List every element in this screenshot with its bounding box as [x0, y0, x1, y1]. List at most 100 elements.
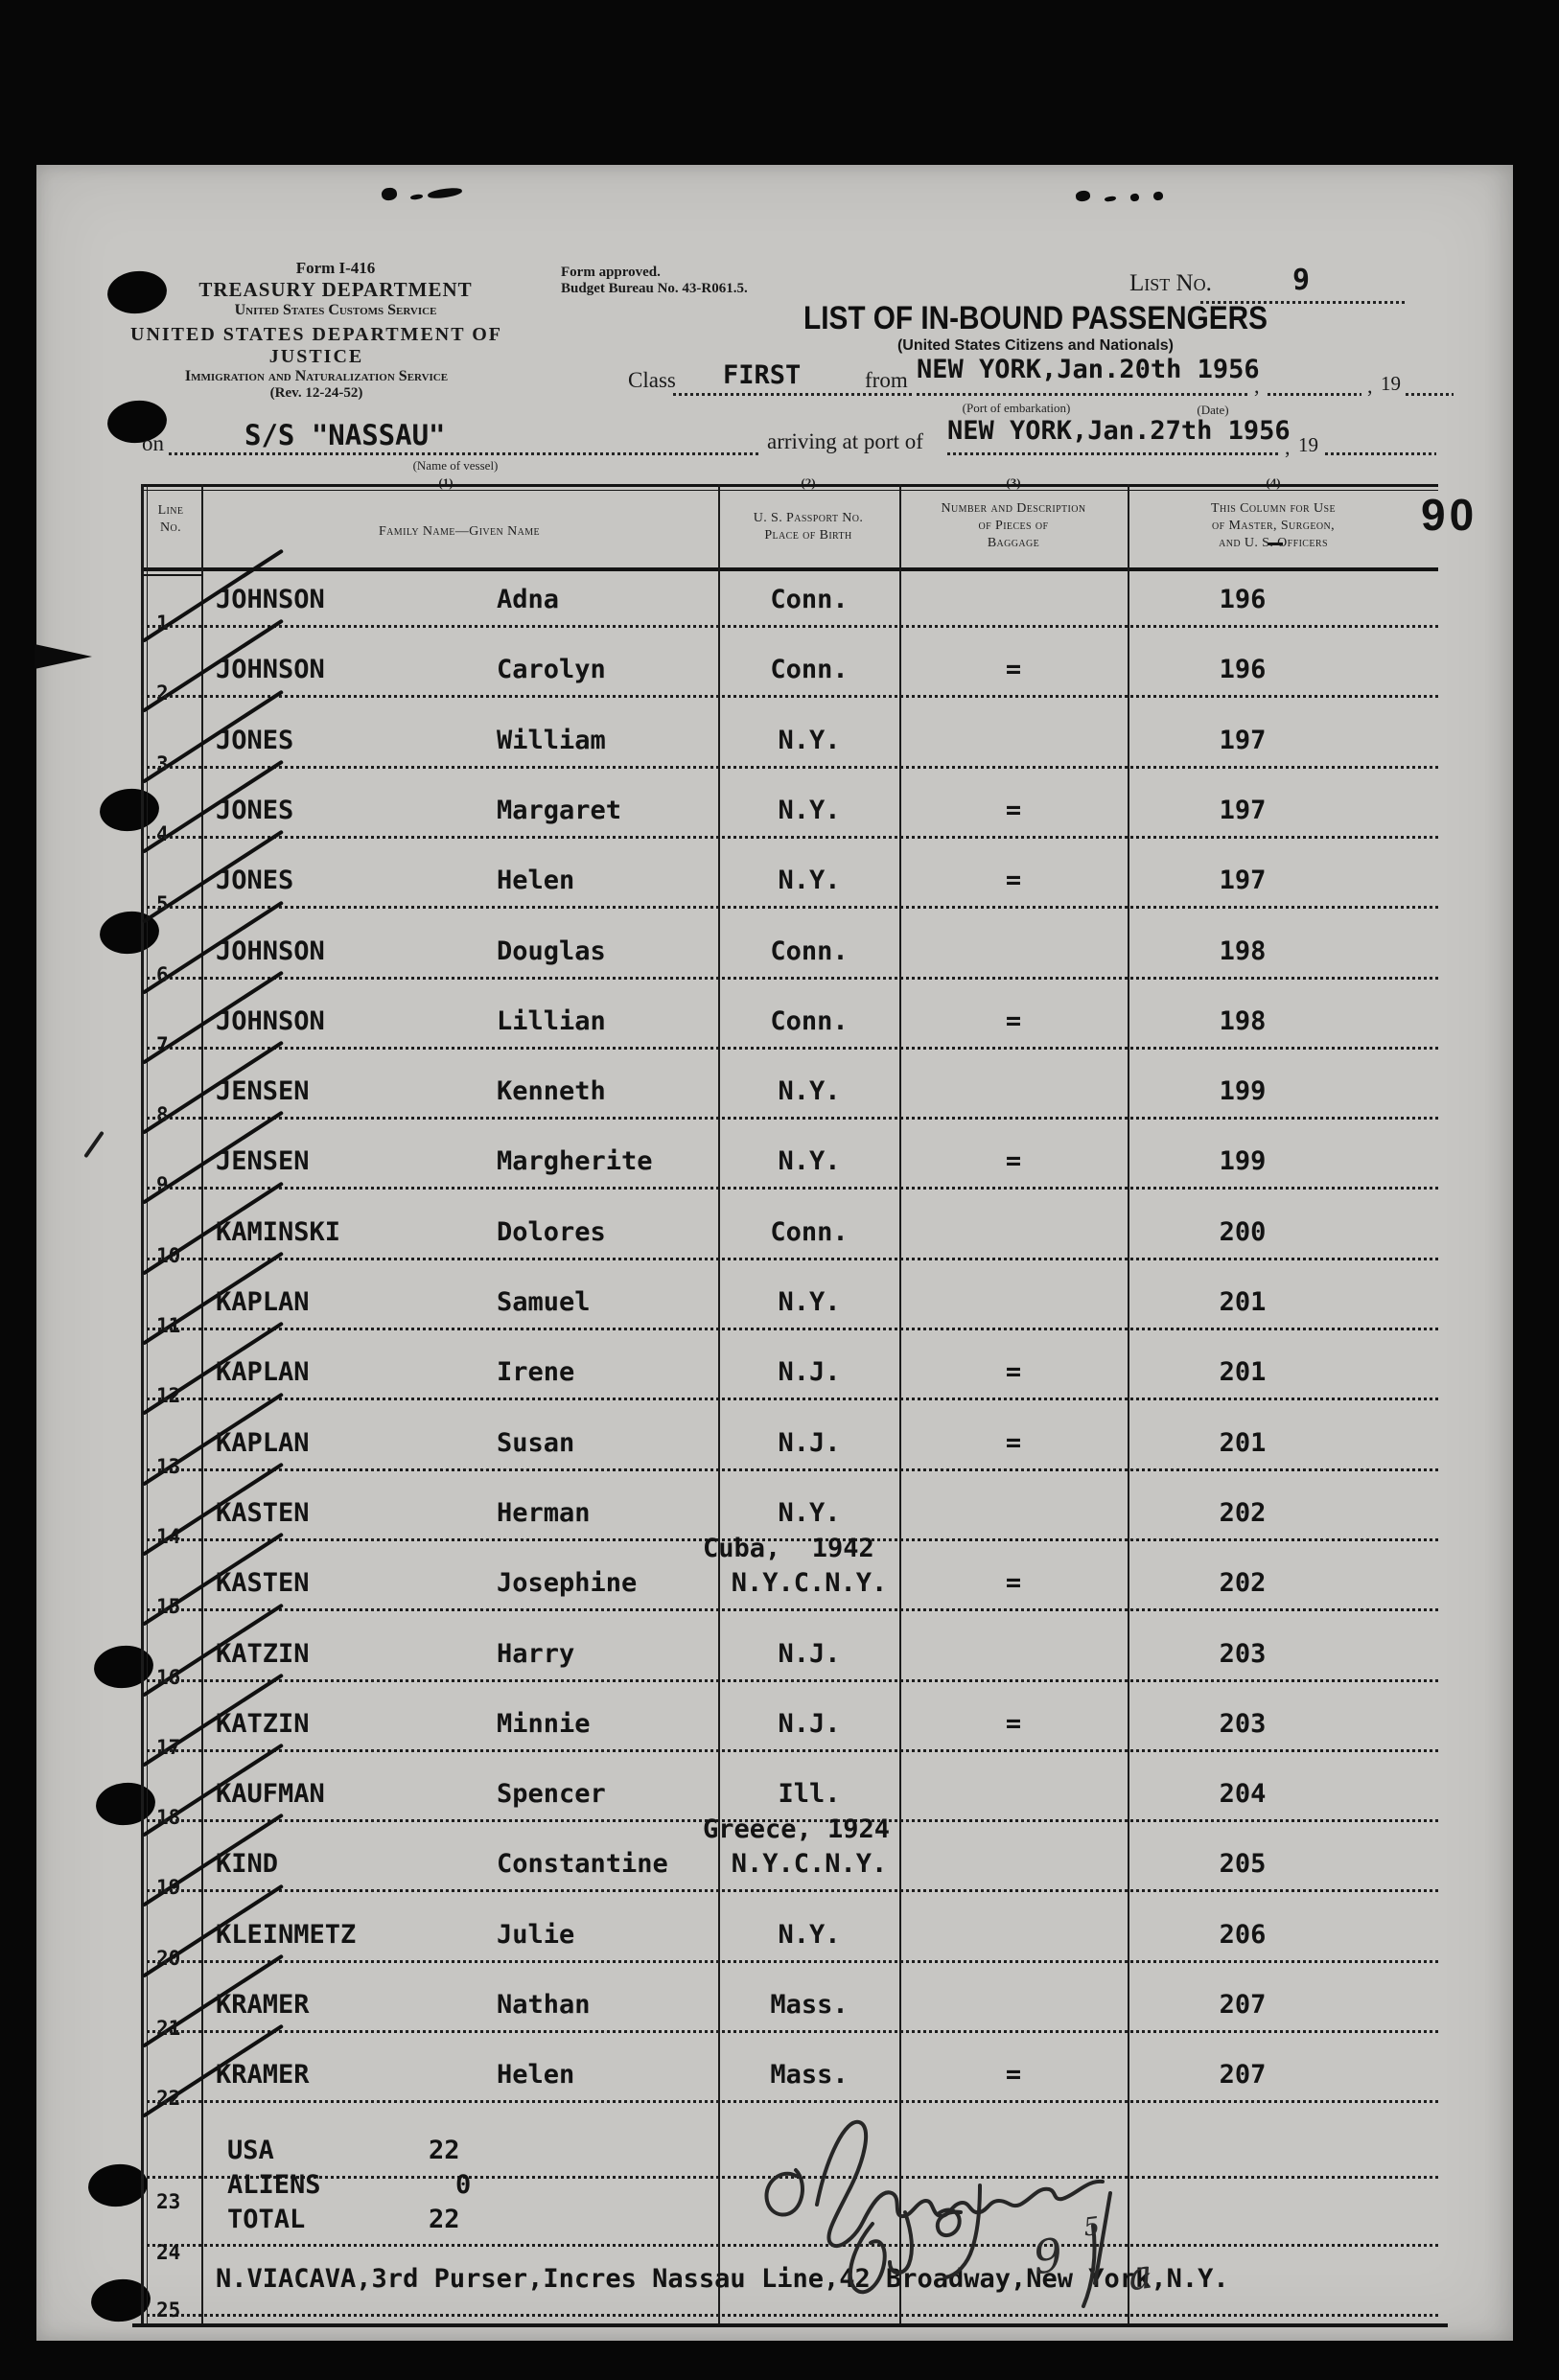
table-row: 11 KAPLAN Samuel N.Y. 201 — [141, 1251, 1440, 1346]
column-rule — [899, 484, 901, 2323]
line-number: 18 — [156, 1806, 181, 1830]
column-rule — [201, 484, 203, 2323]
baggage-mark: = — [1005, 1708, 1022, 1739]
table-row: 8 JENSEN Kenneth N.Y. 199 — [141, 1040, 1440, 1135]
given-name: Margaret — [497, 795, 622, 825]
line-number: 2 — [156, 682, 169, 705]
line-number: 9 — [156, 1173, 169, 1197]
officer-number: 199 — [1219, 1146, 1267, 1177]
row-separator — [141, 2100, 1440, 2104]
arrive-label: arriving at port of — [767, 429, 923, 453]
list-no-label: List No. — [1129, 270, 1212, 296]
given-name: Nathan — [497, 1990, 591, 2020]
family-name: KRAMER — [216, 2060, 310, 2091]
from-label: from — [865, 368, 908, 392]
list-no-value: 9 — [1292, 264, 1311, 297]
baggage-mark: = — [1005, 1568, 1022, 1599]
row-separator — [141, 695, 1440, 699]
family-name: JENSEN — [216, 1146, 310, 1177]
baggage-mark: = — [1005, 866, 1022, 896]
comma-3: , — [1285, 435, 1291, 459]
baggage-mark: = — [1005, 1005, 1022, 1036]
place-of-birth: N.J. — [778, 1427, 841, 1458]
comma-1: , — [1254, 374, 1260, 398]
given-name: Susan — [497, 1427, 575, 1458]
table-row: 6 JOHNSON Douglas Conn. 198 — [141, 900, 1440, 995]
place-of-birth: Conn. — [770, 585, 849, 614]
officer-number: 197 — [1219, 866, 1267, 896]
row-separator — [141, 1889, 1440, 1893]
table-row: 2 JOHNSON Carolyn Conn. = 196 — [141, 618, 1440, 713]
place-of-birth: N.Y. — [778, 1146, 841, 1177]
line-number: 11 — [156, 1314, 181, 1337]
table-row: 10 KAMINSKI Dolores Conn. 200 — [141, 1181, 1440, 1276]
row-separator — [141, 1398, 1440, 1401]
table-row: 12 KAPLAN Irene N.J. = 201 — [141, 1321, 1440, 1416]
given-name: Dolores — [497, 1216, 606, 1247]
column-rule — [718, 484, 720, 2323]
table-bottom-rule — [132, 2323, 1448, 2327]
line-number: 6 — [156, 962, 169, 986]
row-separator — [141, 1537, 1440, 1541]
family-name: KASTEN — [216, 1497, 310, 1528]
place-of-birth: Conn. — [770, 1005, 849, 1036]
place-of-birth: Mass. — [770, 1990, 849, 2020]
officer-number: 207 — [1219, 2060, 1267, 2091]
col-header-line: Line No. — [157, 503, 184, 536]
row-separator — [141, 1467, 1440, 1471]
birth-note: Greece, 1924 — [703, 1814, 891, 1845]
place-of-birth: Conn. — [770, 1216, 849, 1247]
table-row: 21 KRAMER Nathan Mass. 207 — [141, 1953, 1440, 2048]
given-name: Samuel — [497, 1287, 591, 1317]
hole-punch — [105, 267, 170, 317]
table-row: 20 KLEINMETZ Julie N.Y. 206 — [141, 1883, 1440, 1978]
budget-bureau: Budget Bureau No. 43-R061.5. — [561, 281, 748, 296]
officer-number: 204 — [1219, 1779, 1267, 1810]
line-number: 12 — [156, 1384, 181, 1408]
officer-number: 207 — [1219, 1990, 1267, 2020]
given-name: Josephine — [497, 1568, 638, 1599]
table-top-rule-2 — [141, 490, 1438, 491]
col-ref-2: (2) — [801, 475, 816, 490]
scan-smudge — [35, 644, 92, 669]
baggage-mark: = — [1005, 2060, 1022, 2091]
family-name: KASTEN — [216, 1568, 310, 1599]
row-separator — [141, 2030, 1440, 2033]
on-label: on — [142, 431, 164, 455]
table-row: 17 KATZIN Minnie N.J. = 203 — [141, 1673, 1440, 1768]
row-separator — [141, 976, 1440, 980]
place-of-birth: N.Y.C.N.Y. — [731, 1849, 888, 1880]
line-number: 10 — [156, 1243, 181, 1267]
aliens-label: ALIENS — [227, 2170, 321, 2200]
col-ref-4: (4) — [1266, 475, 1281, 490]
family-name: KAPLAN — [216, 1357, 310, 1388]
column-rule — [141, 484, 144, 2323]
family-name: KIND — [216, 1849, 279, 1880]
officer-number: 197 — [1219, 725, 1267, 755]
given-name: Spencer — [497, 1779, 606, 1810]
annotation-letter: a — [1125, 2250, 1155, 2300]
annotation-sup: 5 — [1082, 2211, 1102, 2243]
given-name: Julie — [497, 1919, 575, 1950]
col-ref-1: (1) — [438, 475, 454, 490]
row-separator — [141, 2314, 1440, 2317]
year-rule-1 — [1406, 393, 1454, 396]
given-name: Minnie — [497, 1708, 591, 1739]
page-title: LIST OF IN-BOUND PASSENGERS — [803, 299, 1268, 336]
column-rule — [1128, 484, 1129, 2323]
place-of-birth: N.Y. — [778, 1919, 841, 1950]
place-of-birth: N.Y. — [778, 866, 841, 896]
purser-line: N.VIACAVA,3rd Purser,Incres Nassau Line,… — [216, 2264, 1229, 2294]
family-name: KAPLAN — [216, 1287, 310, 1317]
table-row: 13 KAPLAN Susan N.J. = 201 — [141, 1392, 1440, 1487]
given-name: Herman — [497, 1497, 591, 1528]
row-separator — [141, 1819, 1440, 1823]
table-row: 14 KASTEN Herman N.Y. 202 — [141, 1462, 1440, 1557]
row-separator — [141, 1959, 1440, 1963]
col-ref-3: (3) — [1006, 475, 1021, 490]
given-name: Helen — [497, 2060, 575, 2091]
col-header-passport: U. S. Passport No. Place of Birth — [753, 511, 864, 543]
family-name: KAMINSKI — [216, 1216, 341, 1247]
year-rule-2 — [1325, 452, 1436, 455]
